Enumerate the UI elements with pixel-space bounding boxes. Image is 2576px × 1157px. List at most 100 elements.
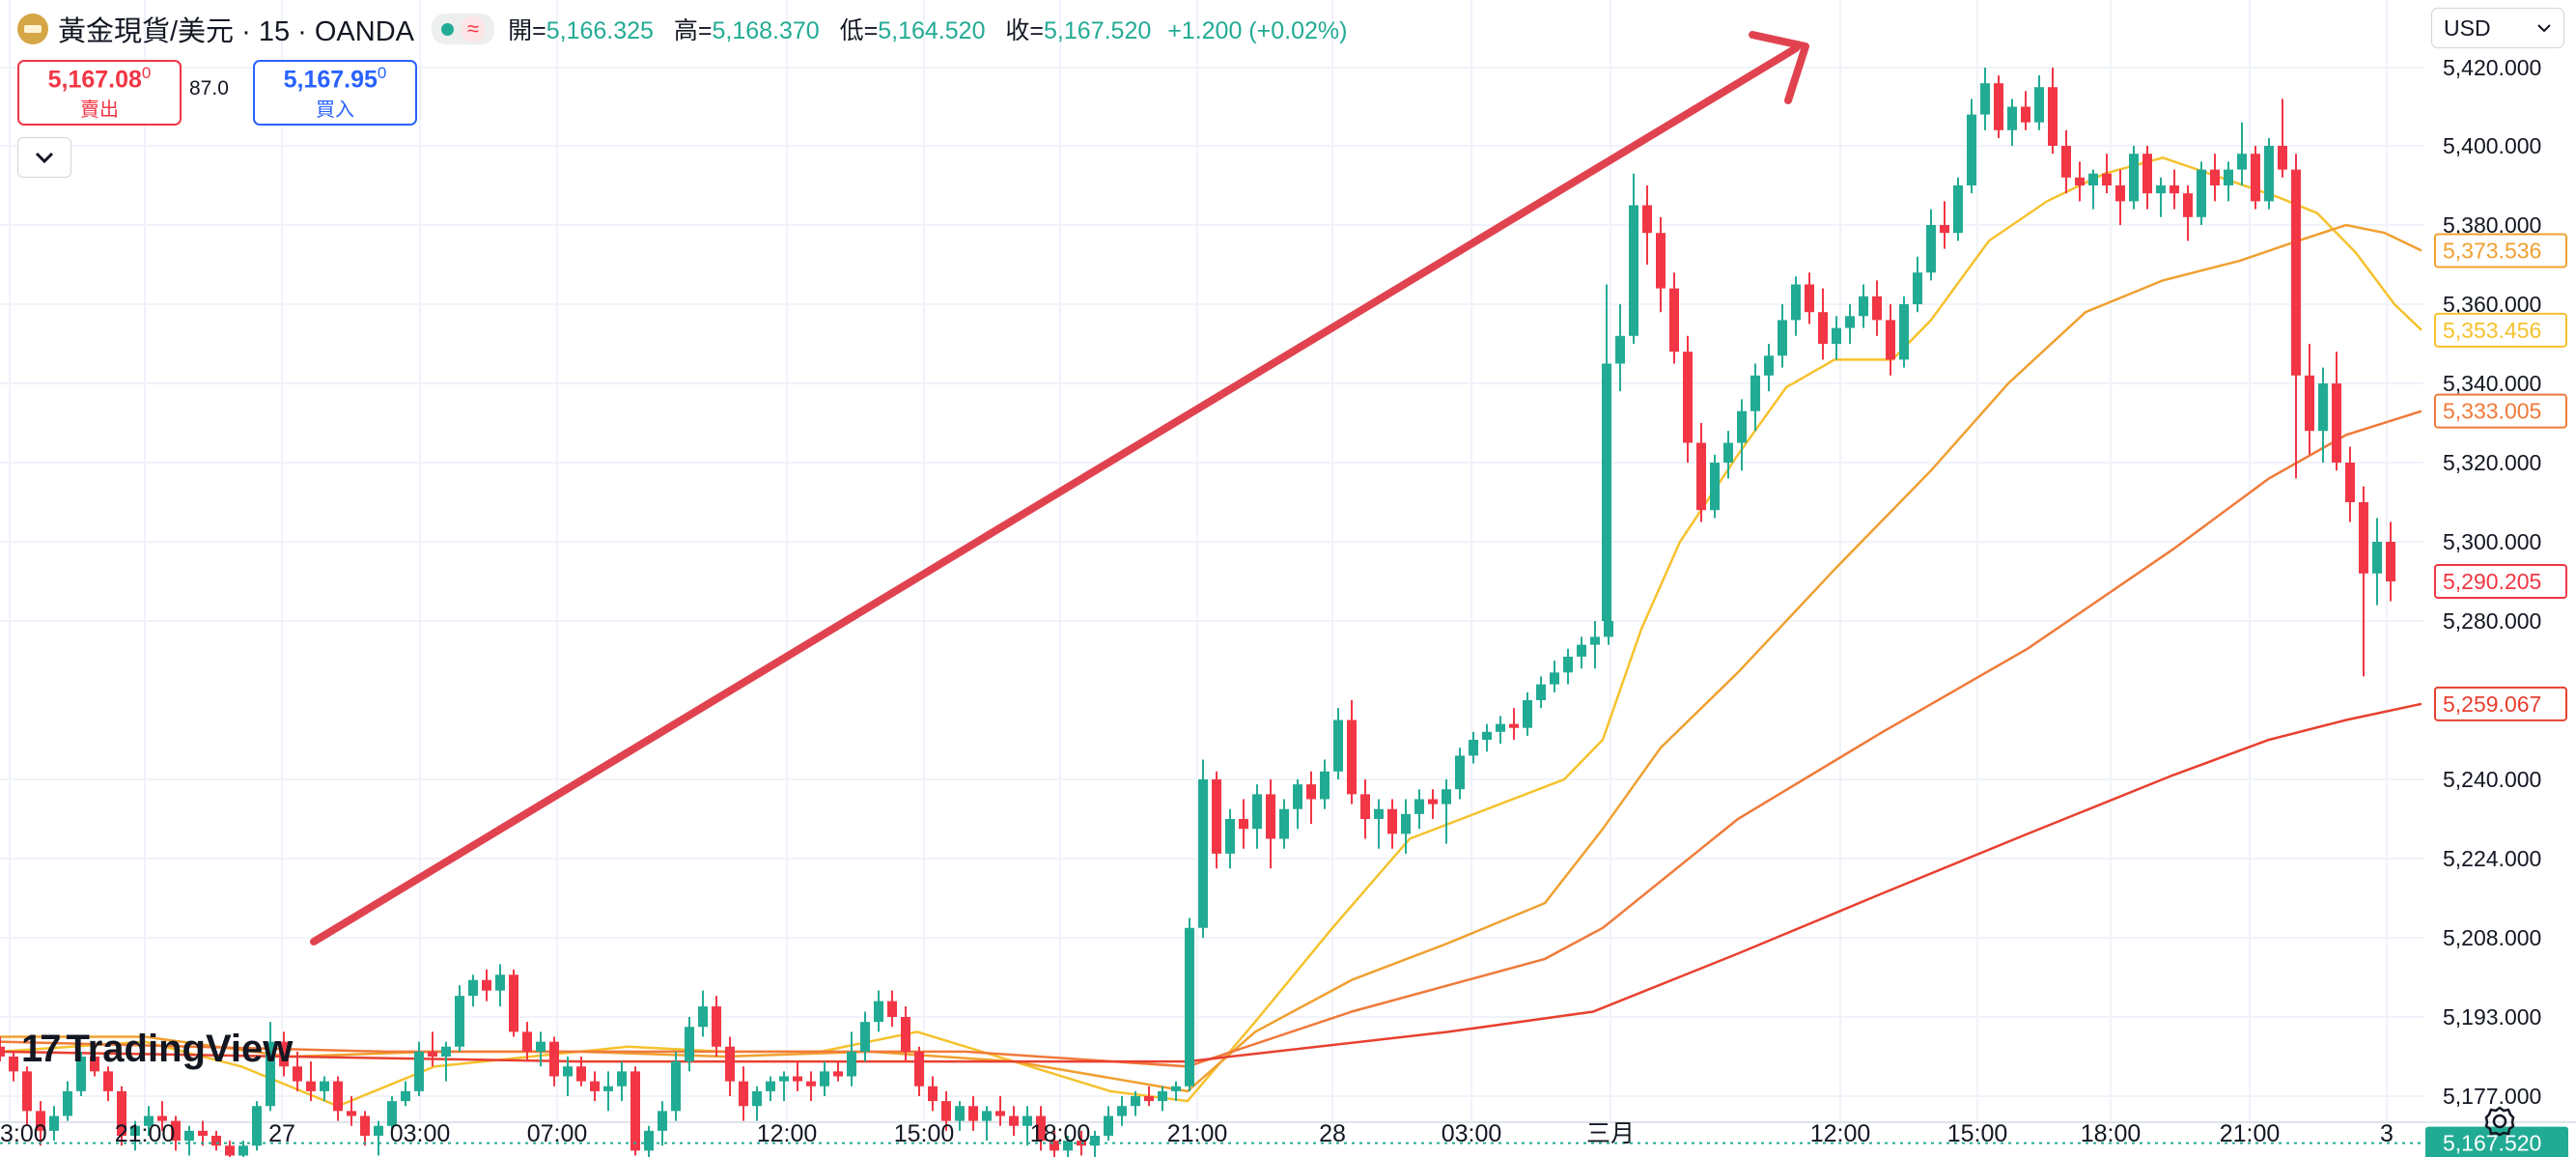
candle-body <box>2021 106 2030 123</box>
tradingview-logo: 17 TradingView <box>21 1028 293 1071</box>
collapse-legend-button[interactable] <box>17 137 71 178</box>
candle-body <box>2034 87 2044 123</box>
high-label: 高= <box>673 17 713 44</box>
moving-average-line <box>0 223 2422 1093</box>
candle-body <box>1832 327 1841 344</box>
open-label: 開= <box>508 17 546 44</box>
candle-body <box>347 1111 356 1116</box>
y-axis-tick-label: 5,177.000 <box>2443 1084 2541 1109</box>
candle-body <box>441 1046 451 1057</box>
candle-body <box>2345 463 2355 502</box>
x-axis-tick-label: 03:00 <box>1442 1120 1502 1147</box>
sell-price: 5,167.08 <box>47 66 142 94</box>
candle-body <box>1629 205 1638 336</box>
candle-body <box>2129 154 2139 202</box>
sell-price-sup: 0 <box>141 63 152 82</box>
close-label: 收= <box>1005 17 1045 44</box>
buy-button[interactable]: 5,167.950 買入 <box>253 60 417 126</box>
candle-body <box>2061 146 2071 178</box>
candle-body <box>144 1115 154 1126</box>
y-axis-tick-label: 5,340.000 <box>2443 371 2541 396</box>
close-value: 5,167.520 <box>1044 17 1152 44</box>
candle-body <box>1239 819 1248 830</box>
last-close-tag <box>2434 564 2567 599</box>
candle-body <box>2332 383 2341 463</box>
sell-button[interactable]: 5,167.080 賣出 <box>17 60 182 126</box>
candle-body <box>1050 1141 1059 1151</box>
moving-average-value-tag <box>2434 393 2567 429</box>
candle-body <box>333 1081 343 1112</box>
x-axis-tick-label: 3:00 <box>0 1120 47 1147</box>
currency-select[interactable]: USD <box>2431 8 2564 48</box>
x-axis-tick-label: 03:00 <box>390 1120 451 1147</box>
candle-body <box>1967 114 1976 185</box>
candle-body <box>1347 720 1357 795</box>
candle-body <box>1104 1115 1113 1136</box>
gear-icon[interactable] <box>2483 1105 2516 1138</box>
last-close-label: 5,290.205 <box>2443 569 2541 594</box>
candle-body <box>536 1041 546 1052</box>
moving-average-value-label: 5,333.005 <box>2443 399 2541 424</box>
candle-body <box>1710 463 1720 511</box>
candle-body <box>22 1071 32 1112</box>
candle-body <box>2386 542 2395 581</box>
candle-body <box>1185 927 1194 1086</box>
candle-body <box>1036 1115 1046 1142</box>
candle-body <box>360 1115 370 1136</box>
candle-body <box>1737 410 1747 443</box>
candle-body <box>2088 173 2098 185</box>
tradingview-logo-icon: 17 <box>21 1028 61 1070</box>
candle-body <box>806 1081 816 1086</box>
moving-average-value-tag <box>2434 686 2567 721</box>
x-axis-tick-label: 12:00 <box>1810 1120 1871 1147</box>
candle-body <box>1306 784 1316 800</box>
candle-body <box>968 1106 978 1121</box>
candle-body <box>1899 304 1909 360</box>
buy-price: 5,167.95 <box>283 66 378 94</box>
y-axis-tick-label: 5,240.000 <box>2443 767 2541 792</box>
candle-body <box>793 1076 802 1082</box>
candle-body <box>36 1111 45 1131</box>
candle-body <box>698 1006 708 1028</box>
candle-body <box>2251 154 2260 202</box>
candle-body <box>9 1057 18 1072</box>
candle-body <box>1818 312 1828 344</box>
candle-body <box>995 1111 1005 1116</box>
moving-average-line <box>0 702 2422 1063</box>
symbol-title[interactable]: 黃金現貨/美元 · 15 · OANDA <box>58 16 414 47</box>
candle-body <box>455 996 464 1047</box>
candle-body <box>1198 779 1208 928</box>
gold-symbol-icon <box>17 14 48 44</box>
moving-average-value-label: 5,373.536 <box>2443 239 2541 264</box>
candle-body <box>401 1090 410 1102</box>
candle-body <box>874 1001 883 1023</box>
candle-body <box>225 1145 235 1156</box>
candle-body <box>860 1022 870 1052</box>
candle-body <box>563 1066 573 1077</box>
candle-body <box>1536 684 1546 700</box>
candle-body <box>549 1041 559 1077</box>
x-axis-tick-label: 07:00 <box>527 1120 588 1147</box>
buy-price-sup: 0 <box>377 63 387 82</box>
candle-body <box>576 1066 586 1082</box>
candle-body <box>1469 740 1478 756</box>
candle-body <box>1926 225 1936 273</box>
candle-body <box>184 1130 194 1142</box>
candle-body <box>238 1145 248 1156</box>
candle-body <box>1940 225 1949 234</box>
candle-body <box>2007 106 2017 130</box>
spread-value: 87.0 <box>189 77 229 99</box>
candle-body <box>671 1061 681 1112</box>
tradingview-logo-text: TradingView <box>66 1028 294 1070</box>
x-axis-tick-label: 3 <box>2380 1120 2394 1147</box>
y-axis-tick-label: 5,420.000 <box>2443 55 2541 80</box>
market-status-pill[interactable]: ≈ <box>432 14 495 44</box>
candle-body <box>2278 146 2287 170</box>
candle-body <box>1509 723 1519 728</box>
candle-body <box>1144 1096 1154 1102</box>
candle-body <box>1090 1136 1100 1146</box>
candle-body <box>482 979 491 991</box>
candle-body <box>779 1076 789 1082</box>
candle-body <box>2183 193 2193 217</box>
